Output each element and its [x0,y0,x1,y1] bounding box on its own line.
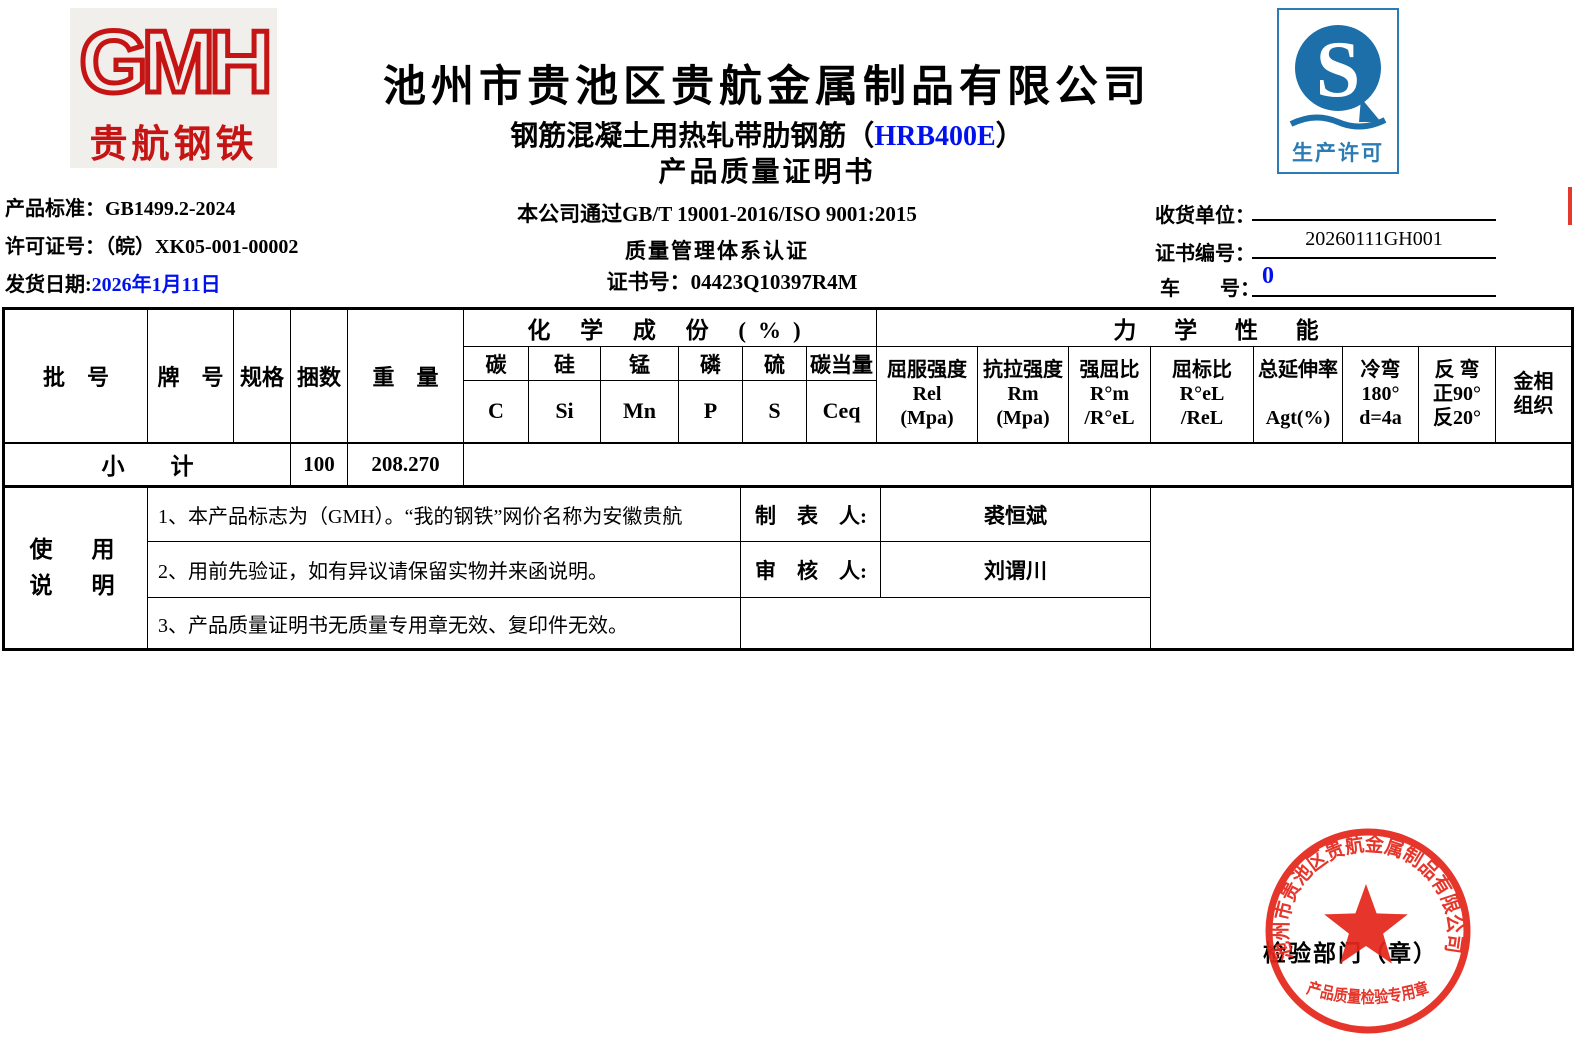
product-standard-value: GB1499.2-2024 [105,198,236,220]
license-line: 许可证号：（皖）XK05-001-00002 [5,230,298,259]
reviewer-label: 审 核 人: [740,541,881,598]
ship-date-value: 2026年1月11日 [91,274,221,296]
logo-text: GMH [79,12,267,111]
col-header-C: C [463,380,529,443]
license-value: （皖）XK05-001-00002 [105,236,299,258]
col-header-elongation: 总延伸率 Agt(%) [1253,346,1344,443]
stamp-cell [1150,486,1574,650]
col-header-grade: 牌 号 [147,308,234,443]
product-grade: HRB400E [874,121,996,152]
col-header-weight: 重 量 [347,308,464,443]
usage-note-3: 3、产品质量证明书无质量专用章无效、复印件无效。 [147,597,741,650]
col-header-sulfur-cn: 硫 [742,346,807,381]
col-header-batch: 批 号 [3,308,148,443]
vehicle-no-underline [1252,295,1496,297]
red-edge-marker [1568,187,1572,225]
col-header-Ceq: Ceq [805,380,878,443]
receiver-underline [1252,219,1496,221]
stamp-ring [1265,828,1471,1034]
reviewer-name: 刘谓川 [880,541,1151,598]
footer-empty-cell [740,597,1151,650]
stamp-bottom-text: 产品质量检验专用章 [1305,977,1431,1007]
subtotal-bundles: 100 [290,441,348,487]
col-header-tensile-strength: 抗拉强度 Rm (Mpa) [977,346,1070,443]
col-header-cold-bend: 冷弯 180° d=4a [1342,346,1420,443]
usage-label: 使 用 说 明 [3,486,148,650]
col-header-carbon-cn: 碳 [463,346,529,381]
usage-notes-table: 使 用 说 明 1、本产品标志为（GMH）。“我的钢铁”网价名称为安徽贵航 制 … [2,485,1574,651]
cert-no-underline [1252,257,1496,259]
col-header-bundles: 捆数 [290,308,348,443]
cert-number-line: 证书号：04423Q10397R4M [606,270,858,294]
col-header-yield-ratio: 屈标比 R°eL/ReL [1150,346,1255,443]
col-header-reverse-bend: 反 弯正90° 反20° [1418,346,1497,443]
table-body: 小 计 100 208.270 [3,441,1574,487]
preparer-label: 制 表 人: [740,486,881,542]
vehicle-no-label: 车 号： [1160,278,1260,300]
vehicle-no-value: 0 [1262,263,1274,289]
gmh-logo-icon: GMH [77,10,276,114]
iso-line: 本公司通过GB/T 19001-2016/ISO 9001:2015 [517,202,917,226]
col-header-phosphorus-cn: 磷 [678,346,743,381]
qs-letter: S [1316,26,1361,114]
col-header-silicon-cn: 硅 [528,346,601,381]
company-name: 池州市贵池区贵航金属制品有限公司 [383,64,1151,111]
usage-note-1: 1、本产品标志为（GMH）。“我的钢铁”网价名称为安徽贵航 [147,486,741,542]
product-standard-label: 产品标准： [5,198,105,220]
usage-note-2: 2、用前先验证，如有异议请保留实物并来函说明。 [147,541,741,598]
qs-production-license-badge: S 生产许可 [1277,8,1399,174]
col-header-metallography: 金相 组织 [1495,346,1574,443]
certificate-body: 批 号 牌 号 规格 捆数 重 量 化 学 成 份 (%) 力 学 性 能 碳 … [2,307,1574,651]
ship-date-line: 发货日期:2026年1月11日 [5,268,221,297]
subtotal-label: 小 计 [3,441,291,487]
chem-group-header: 化 学 成 份 (%) [462,308,878,347]
iso-line2: 质量管理体系认证 [625,239,809,263]
quality-data-table: 批 号 牌 号 规格 捆数 重 量 化 学 成 份 (%) 力 学 性 能 碳 … [2,307,1574,488]
col-header-manganese-cn: 锰 [600,346,679,381]
qs-icon: S [1289,25,1387,130]
usage-label-line1: 使 用 [29,537,123,563]
company-logo: GMH 贵航钢铁 [70,8,277,168]
product-standard-line: 产品标准：GB1499.2-2024 [5,192,236,221]
subtotal-weight: 208.270 [347,441,464,487]
product-prefix: 钢筋混凝土用热轧带肋钢筋（ [510,121,875,152]
col-header-strength-ratio: 强屈比 R°m/R°eL [1068,346,1152,443]
subtotal-row: 小 计 100 208.270 [3,441,1574,487]
mech-group-header: 力 学 性 能 [876,308,1574,347]
subtotal-empty-cell [462,441,1574,487]
ship-date-label: 发货日期: [5,274,92,296]
col-header-S: S [742,380,807,443]
receiver-label: 收货单位： [1155,205,1255,227]
stamp-star-icon [1324,884,1408,964]
company-stamp: 池州市贵池区贵航金属制品有限公司 产品质量检验专用章 [1265,828,1471,1034]
product-suffix: ） [995,121,1024,152]
document-title: 产品质量证明书 [658,157,876,188]
col-header-yield-strength: 屈服强度 Rel (Mpa) [876,346,979,443]
logo-subtext: 贵航钢铁 [89,124,258,166]
col-header-P: P [678,380,743,443]
license-label: 许可证号： [5,236,105,258]
col-header-Si: Si [528,380,601,443]
usage-label-line2: 说 明 [29,573,123,598]
preparer-name: 裘恒斌 [880,486,1151,542]
product-name: 钢筋混凝土用热轧带肋钢筋（HRB400E） [287,114,1247,154]
cert-no-value: 20260111GH001 [1305,228,1443,250]
col-header-spec: 规格 [233,308,291,443]
col-header-ceq-cn: 碳当量 [805,346,878,381]
cert-no-label: 证书编号： [1155,243,1255,265]
qs-label: 生产许可 [1292,141,1384,165]
col-header-Mn: Mn [600,380,679,443]
